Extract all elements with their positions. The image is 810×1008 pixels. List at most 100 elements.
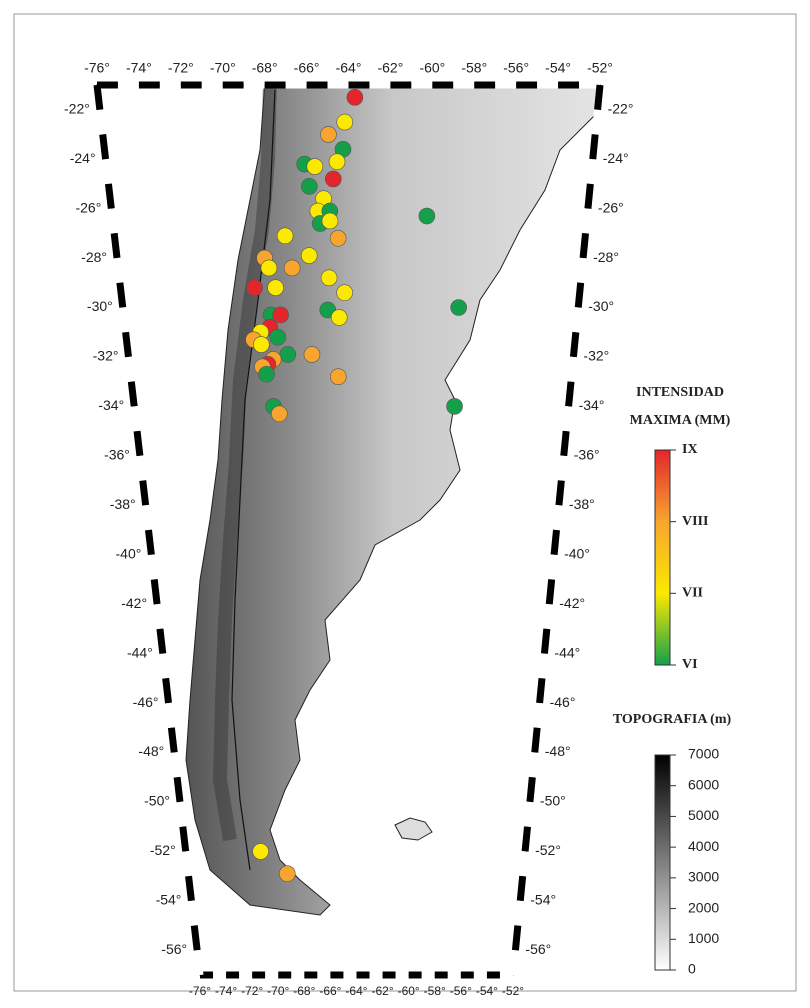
frame-segment <box>113 257 124 284</box>
lat-label: -34° <box>579 397 605 413</box>
lat-label: -42° <box>559 595 585 611</box>
frame-segment <box>533 702 544 729</box>
legend-tick-label: 5000 <box>688 807 719 823</box>
frame-segment <box>107 208 118 234</box>
lon-label: -76° <box>84 60 110 76</box>
event-marker <box>278 865 296 882</box>
lon-label: -62° <box>377 60 403 76</box>
land <box>185 85 600 916</box>
frame-segment <box>509 949 519 976</box>
lat-label: -24° <box>603 150 629 166</box>
event-marker <box>328 153 346 170</box>
lon-label: -60° <box>398 984 420 998</box>
events <box>245 89 467 882</box>
frame-segment <box>116 282 127 308</box>
basemap <box>185 85 600 916</box>
lat-label: -44° <box>127 644 153 660</box>
legend-tick-label: VI <box>682 657 698 672</box>
lon-label: -58° <box>461 60 487 76</box>
frame-segment <box>526 776 536 803</box>
frame-segment <box>104 183 115 210</box>
lon-label: -54° <box>476 984 498 998</box>
lat-label: -36° <box>104 447 130 463</box>
event-marker <box>252 843 269 860</box>
event-marker <box>271 405 288 423</box>
frame-segment <box>589 134 599 160</box>
frame-segment <box>153 603 164 630</box>
legend-tick-label: 0 <box>688 961 696 977</box>
legend-title: MAXIMA (MM) <box>630 413 731 428</box>
event-marker <box>330 309 348 326</box>
event-marker <box>303 346 321 363</box>
lon-label: -68° <box>293 984 315 998</box>
legend-tick-label: 6000 <box>688 776 719 792</box>
event-marker <box>446 398 463 415</box>
lat-label: -26° <box>598 199 624 215</box>
lon-label: -54° <box>545 60 571 76</box>
frame-ticks <box>93 81 604 979</box>
lat-label: -24° <box>70 150 96 166</box>
legend-title: TOPOGRAFIA (m) <box>613 712 732 727</box>
frame-segment <box>130 405 141 432</box>
frame-segment <box>557 455 568 481</box>
frame-segment <box>119 307 130 333</box>
lon-label: -68° <box>252 60 278 76</box>
frame-segment <box>586 158 597 185</box>
frame-segment <box>179 826 190 852</box>
frame-segment <box>139 480 150 506</box>
lon-label: -58° <box>424 984 446 998</box>
frame-segment <box>524 801 534 828</box>
frame-segment <box>127 381 138 407</box>
lat-label: -46° <box>133 694 159 710</box>
lat-label: -48° <box>138 743 164 759</box>
lon-label: -64° <box>345 984 367 998</box>
lat-label: -52° <box>150 842 176 858</box>
lon-label: -66° <box>294 60 320 76</box>
frame-segment <box>193 949 204 976</box>
frame-segment <box>124 356 135 383</box>
graticule-labels: -76° -76° -74° -74° -72° -72° -70° -70° -68° -68°… <box>64 60 633 998</box>
andes <box>212 85 277 842</box>
frame-segment <box>142 504 152 531</box>
lat-label: -26° <box>75 199 101 215</box>
frame-segment <box>565 381 575 407</box>
figure-border <box>13 13 797 992</box>
frame-segment <box>514 900 524 926</box>
event-marker <box>276 227 294 245</box>
frame-segment <box>555 480 565 506</box>
event-marker <box>253 336 270 353</box>
event-marker <box>329 229 347 247</box>
frame-segment <box>165 702 175 729</box>
frame-segment <box>150 579 161 605</box>
lon-label: -70° <box>267 984 289 998</box>
lon-label: -72° <box>241 984 263 998</box>
lon-label: -66° <box>319 984 341 998</box>
frame-segment <box>545 579 556 605</box>
frame-segment <box>516 875 527 902</box>
frame-segment <box>185 875 195 902</box>
event-marker <box>336 113 354 131</box>
frame-segment <box>190 925 201 951</box>
event-marker <box>418 207 436 225</box>
frame-segment <box>594 84 604 111</box>
event-marker <box>321 212 339 230</box>
frame-segment <box>572 307 582 333</box>
lat-label: -56° <box>161 941 187 957</box>
frame-segment <box>569 331 580 358</box>
lat-label: -50° <box>144 793 170 809</box>
lon-label: -62° <box>372 984 394 998</box>
legend-title: INTENSIDAD <box>636 385 724 400</box>
legend-tick-label: VIII <box>682 514 708 529</box>
frame-segment <box>511 925 522 951</box>
lat-label: -46° <box>550 694 576 710</box>
lon-label: -76° <box>189 984 211 998</box>
event-marker <box>306 158 324 175</box>
lat-label: -40° <box>564 545 590 561</box>
frame-segment <box>553 504 563 531</box>
frame-segment <box>579 232 589 259</box>
legend-tick-label: 1000 <box>688 930 719 946</box>
event-marker <box>269 328 287 346</box>
lon-label: -52° <box>587 60 613 76</box>
frame-segment <box>540 628 551 654</box>
border <box>231 89 276 871</box>
